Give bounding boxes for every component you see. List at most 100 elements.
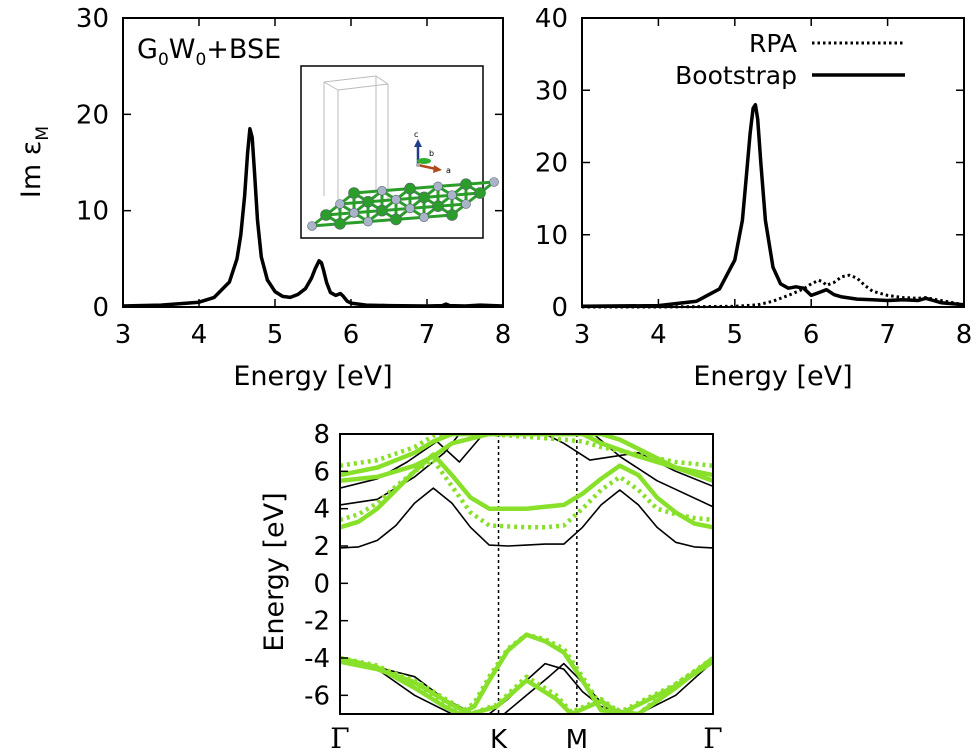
bse-ytick-label: 0 (92, 293, 109, 323)
atom-green (390, 213, 402, 226)
rpa-ytick-label: 0 (551, 293, 568, 323)
rpa-xtick-label: 3 (574, 320, 591, 350)
bands-ytick-label: 0 (313, 569, 330, 599)
bands-ytick-label: 2 (313, 532, 330, 562)
bse-panel: 3 4 5 6 7 8 0 10 20 30 G0W0+BSE Energy [eV] Im εM (16, 4, 511, 392)
bands-kpoint-lines (497, 434, 578, 714)
bands-plot-frame (339, 433, 714, 715)
b-axis-label: b (429, 149, 434, 158)
bse-series (122, 127, 504, 308)
bands-ytick-label: 8 (313, 420, 330, 450)
rpa-xtick-label: 5 (727, 320, 744, 350)
structure-inset: c b a (300, 65, 499, 239)
atom-gray (307, 221, 317, 231)
kpoint-label: M (566, 725, 588, 752)
band-gw-v2 (340, 657, 713, 714)
atom-layer (307, 177, 499, 231)
band-bse-c2 (340, 434, 713, 478)
bands-ytick-label: -2 (304, 607, 330, 637)
atom-gray (433, 181, 443, 192)
atom-gray (461, 199, 471, 209)
band-bse-c3 (340, 434, 713, 483)
band-lda-c3 (340, 434, 713, 489)
bse-xtick-label: 4 (191, 320, 208, 350)
atom-gray (363, 216, 373, 227)
bse-title: G0W0+BSE (137, 34, 281, 70)
rpa-xlabel: Energy [eV] (693, 361, 852, 392)
band-gw-c1 (340, 457, 713, 530)
bands-series (340, 434, 713, 714)
bands-ytick-label: 6 (313, 457, 330, 487)
atom-green (446, 209, 458, 221)
bse-ytick-label: 30 (76, 4, 109, 34)
band-bse-c1 (340, 452, 713, 530)
atom-gray (391, 194, 401, 205)
kpoint-label: Γ (703, 722, 722, 752)
atom-green (460, 178, 472, 190)
atom-gray (405, 203, 415, 214)
rpa-xtick-label: 6 (803, 320, 820, 350)
bse-xtick-label: 6 (343, 320, 360, 350)
bse-ytick-label: 20 (76, 100, 109, 130)
band-lda-v1 (340, 659, 713, 714)
b-axis-arrow (417, 158, 431, 164)
atom-green (404, 182, 416, 195)
atom-gray (447, 190, 457, 200)
a-axis-arrow (417, 163, 437, 171)
rpa-xtick-label: 8 (956, 320, 973, 350)
legend-bootstrap-label: Bootstrap (675, 61, 797, 90)
band-bse-v2 (340, 659, 713, 714)
atom-gray (335, 199, 345, 209)
rpa-legend: RPA Bootstrap (675, 29, 905, 90)
a-axis-arrowhead (433, 165, 442, 173)
rpa-series (581, 102, 965, 309)
band-lda-c1 (340, 487, 713, 549)
bands-ytick-label: 4 (313, 495, 330, 525)
bse-ticks: 3 4 5 6 7 8 0 10 20 30 (76, 4, 511, 350)
bands-ylabel: Energy [eV] (259, 492, 290, 651)
bse-xlabel: Energy [eV] (233, 361, 392, 392)
rpa-ytick-label: 10 (535, 221, 568, 251)
rpa-series-bootstrap (581, 102, 965, 309)
atom-gray (419, 212, 429, 222)
c-axis-arrowhead (414, 139, 422, 147)
atom-gray (489, 177, 499, 187)
bse-xtick-label: 8 (495, 320, 512, 350)
c-axis-label: c (414, 130, 418, 139)
atom-green (376, 204, 388, 217)
atom-green (432, 200, 444, 212)
rpa-ticks: 3 4 5 6 7 8 0 10 20 30 40 (535, 4, 972, 350)
legend-rpa-label: RPA (749, 29, 797, 58)
atom-green (474, 187, 486, 199)
band-lda-v2 (340, 660, 713, 714)
axis-origin (416, 163, 420, 167)
bse-plot-frame (122, 17, 504, 308)
unit-cell (323, 75, 389, 210)
bands-ytick-label: -6 (304, 681, 330, 711)
bse-xtick-label: 3 (115, 320, 132, 350)
atom-gray (349, 208, 359, 218)
axis-triad: c b a (414, 130, 451, 175)
band-gw-c2 (340, 434, 713, 468)
atom-green (348, 187, 360, 199)
bse-ylabel: Im εM (16, 126, 53, 198)
rpa-ytick-label: 40 (535, 4, 568, 34)
bands-ytick-label: -4 (304, 644, 330, 674)
kpoint-label: K (490, 725, 508, 752)
bse-xtick-label: 7 (419, 320, 436, 350)
atom-green (418, 191, 430, 204)
bse-xtick-label: 5 (267, 320, 284, 350)
atom-green (334, 218, 346, 230)
atom-gray (377, 186, 387, 196)
rpa-ytick-label: 20 (535, 149, 568, 179)
bse-series-g0w0-bse (122, 127, 504, 308)
rpa-series-rpa (582, 273, 965, 309)
bse-ytick-label: 10 (76, 197, 109, 227)
rpa-panel: 3 4 5 6 7 8 0 10 20 30 40 Energy [eV] RPA Bootstra… (535, 4, 972, 392)
rpa-ytick-label: 30 (535, 76, 568, 106)
rpa-xtick-label: 7 (879, 320, 896, 350)
atom-green (320, 209, 332, 221)
